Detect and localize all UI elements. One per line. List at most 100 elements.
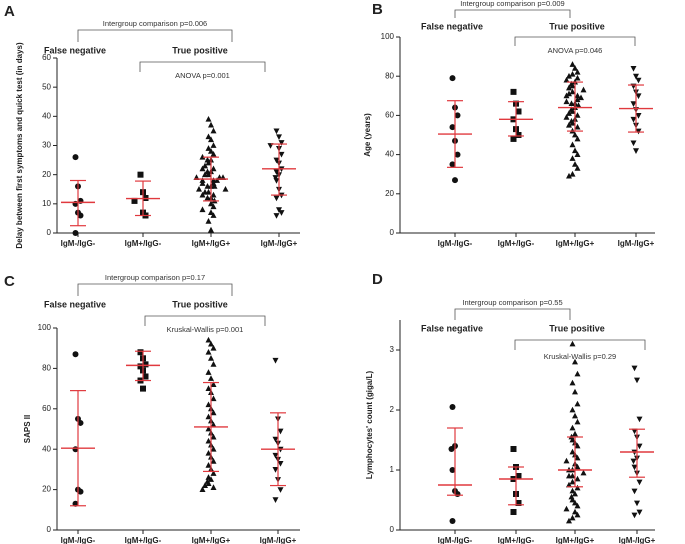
point (199, 206, 206, 213)
point (276, 207, 282, 213)
point (631, 488, 638, 495)
bracket (514, 36, 636, 46)
bracket (77, 29, 233, 42)
point (277, 487, 284, 493)
point (574, 454, 581, 461)
point (448, 446, 455, 452)
point (630, 140, 637, 147)
point (574, 74, 581, 81)
point (572, 499, 578, 506)
point (137, 349, 144, 356)
point (572, 147, 578, 154)
y-tick-label: 40 (42, 444, 51, 453)
bracket (454, 9, 571, 18)
point (72, 154, 79, 161)
panel-letter: D (372, 271, 383, 288)
point (569, 108, 576, 114)
point (578, 94, 584, 101)
point (631, 512, 638, 519)
test-label: Kruskal-Wallis p=0.29 (544, 352, 616, 361)
point (199, 177, 206, 183)
point (572, 388, 578, 395)
point (205, 145, 212, 151)
point (273, 128, 280, 135)
point (569, 496, 576, 503)
point (210, 165, 217, 172)
panel: A Delay between first symptoms and quick … (4, 3, 300, 249)
point (277, 460, 284, 467)
y-axis-label: Lymphocytes' count (giga/L) (365, 371, 374, 480)
point (631, 365, 638, 372)
point (202, 171, 208, 178)
x-tick-label: IgM-/IgG- (61, 536, 96, 544)
point (569, 119, 576, 126)
group-label: False negative (421, 323, 483, 333)
point (449, 161, 456, 168)
comparison-label: Intergroup comparison p=0.55 (462, 298, 562, 307)
x-tick-label: IgM+/IgG+ (192, 536, 231, 544)
point (449, 75, 456, 82)
x-tick-label: IgM-/IgG+ (260, 536, 297, 544)
point (202, 482, 208, 488)
point (574, 442, 581, 449)
point (273, 157, 280, 164)
point (273, 169, 280, 176)
point (569, 487, 576, 494)
point (574, 400, 581, 407)
point (574, 511, 581, 518)
point (510, 509, 517, 515)
point (204, 194, 211, 201)
point (569, 340, 576, 347)
point (210, 344, 217, 351)
comparison-label: Intergroup comparison p=0.17 (105, 273, 205, 282)
point (205, 401, 212, 408)
point (574, 92, 581, 99)
point (273, 195, 280, 202)
point (566, 472, 572, 479)
point (449, 467, 456, 473)
point (569, 406, 576, 413)
point (569, 170, 576, 177)
y-tick-label: 30 (42, 141, 51, 150)
y-tick-label: 80 (385, 71, 394, 80)
point (563, 76, 570, 83)
test-label: Kruskal-Wallis p=0.001 (167, 325, 244, 334)
point (563, 92, 570, 99)
point (208, 136, 214, 143)
point (208, 476, 214, 482)
point (77, 488, 84, 495)
point (572, 65, 578, 71)
bracket (144, 315, 266, 326)
point (569, 448, 576, 455)
x-tick-label: IgM+/IgG- (498, 536, 535, 544)
point (566, 110, 572, 116)
point (210, 127, 217, 134)
y-tick-label: 80 (42, 364, 51, 373)
point (449, 404, 456, 410)
point (142, 361, 149, 368)
point (276, 134, 282, 141)
panel-letter: C (4, 273, 15, 290)
y-tick-label: 1 (390, 465, 395, 474)
y-tick-label: 60 (385, 111, 394, 120)
point (574, 151, 581, 157)
group-label: True positive (549, 323, 605, 333)
bracket (139, 61, 266, 72)
group-label: False negative (44, 299, 106, 309)
point (210, 361, 217, 367)
point (574, 96, 581, 103)
point (205, 218, 212, 224)
point (636, 509, 643, 516)
point (515, 500, 522, 506)
point (214, 177, 220, 183)
point (569, 514, 576, 521)
point (574, 475, 581, 482)
point (635, 77, 642, 84)
point (205, 437, 212, 444)
comparison-label: Intergroup comparison p=0.009 (460, 0, 564, 8)
point (510, 88, 517, 95)
point (208, 375, 214, 381)
point (569, 141, 576, 148)
bracket (514, 339, 646, 350)
